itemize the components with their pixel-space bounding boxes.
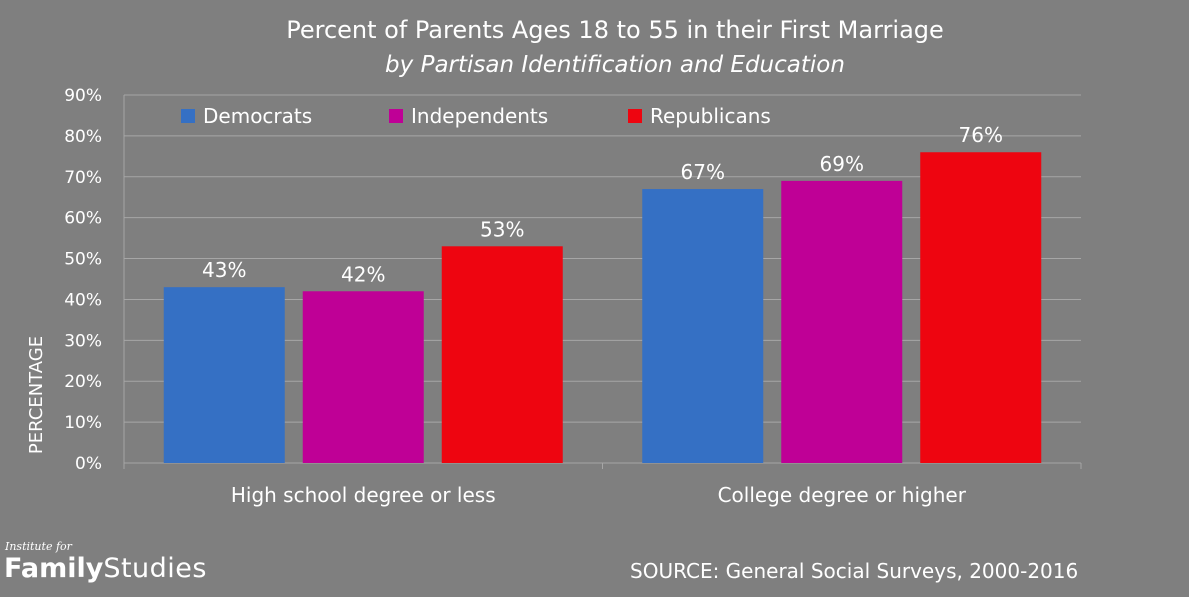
bar-democrats	[642, 189, 764, 464]
y-tick-label: 30%	[64, 331, 102, 351]
logo-word-studies: Studies	[103, 553, 207, 584]
data-label: 43%	[202, 258, 246, 282]
y-tick-label: 90%	[64, 86, 102, 106]
logo-wordmark: FamilyStudies	[4, 555, 207, 582]
data-label: 53%	[480, 217, 524, 241]
legend-swatch	[628, 109, 642, 123]
x-category-label: High school degree or less	[231, 483, 496, 507]
y-tick-label: 10%	[64, 413, 102, 433]
data-label: 76%	[959, 123, 1003, 147]
bar-independents	[781, 180, 903, 463]
legend-label: Republicans	[650, 104, 771, 128]
y-tick-label: 50%	[64, 250, 102, 270]
legend-label: Democrats	[203, 104, 312, 128]
bar-democrats	[163, 287, 285, 463]
data-label: 67%	[681, 160, 725, 184]
chart-title: Percent of Parents Ages 18 to 55 in thei…	[286, 16, 944, 44]
y-axis-label: PERCENTAGE	[26, 336, 47, 454]
logo-word-family: Family	[4, 553, 104, 584]
bar-republicans	[441, 246, 563, 463]
x-category-label: College degree or higher	[718, 483, 967, 507]
legend-swatch	[389, 109, 403, 123]
y-tick-label: 40%	[64, 290, 102, 310]
logo-tagline: Institute for	[5, 540, 72, 553]
bar-republicans	[920, 152, 1042, 463]
data-label: 69%	[820, 152, 864, 176]
bar-independents	[302, 291, 424, 463]
y-tick-label: 0%	[75, 454, 102, 474]
data-label: 42%	[341, 262, 385, 286]
y-tick-label: 20%	[64, 372, 102, 392]
y-tick-label: 70%	[64, 168, 102, 188]
legend-label: Independents	[411, 104, 548, 128]
y-tick-label: 80%	[64, 127, 102, 147]
source-note: SOURCE: General Social Surveys, 2000-201…	[630, 559, 1079, 583]
y-tick-label: 60%	[64, 209, 102, 229]
ifs-logo: Institute for FamilyStudies	[4, 541, 207, 582]
chart-subtitle: by Partisan Identification and Education	[385, 52, 845, 78]
legend-swatch	[181, 109, 195, 123]
